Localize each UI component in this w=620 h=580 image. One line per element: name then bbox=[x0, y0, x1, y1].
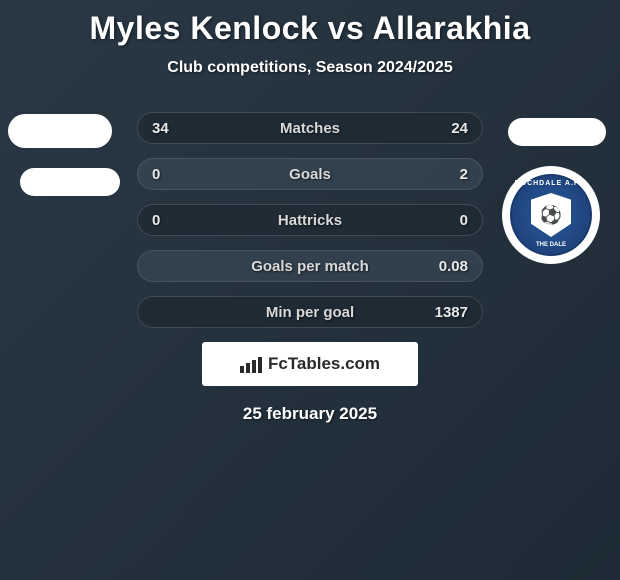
subtitle: Club competitions, Season 2024/2025 bbox=[0, 59, 620, 77]
club-crest-icon: ⚽ bbox=[531, 193, 571, 237]
stats-table: 34 Matches 24 0 Goals 2 0 Hattricks 0 Go… bbox=[137, 112, 483, 328]
date-text: 25 february 2025 bbox=[0, 404, 620, 424]
stat-value-left: 0 bbox=[152, 212, 212, 229]
watermark-text: FcTables.com bbox=[268, 354, 380, 374]
stat-label: Matches bbox=[212, 120, 408, 137]
stat-value-right: 0.08 bbox=[408, 258, 468, 275]
club-badge: ROCHDALE A.F.C ⚽ THE DALE bbox=[502, 166, 600, 264]
watermark: FcTables.com bbox=[202, 342, 418, 386]
stat-row: 34 Matches 24 bbox=[137, 112, 483, 144]
club-badge-inner: ROCHDALE A.F.C ⚽ THE DALE bbox=[510, 174, 592, 256]
stat-row: 0 Goals 2 bbox=[137, 158, 483, 190]
club-name-text: ROCHDALE A.F.C bbox=[515, 180, 588, 187]
stat-label: Goals per match bbox=[212, 258, 408, 275]
stat-row: Min per goal 1387 bbox=[137, 296, 483, 328]
club-motto-text: THE DALE bbox=[536, 242, 566, 248]
stat-label: Hattricks bbox=[212, 212, 408, 229]
comparison-area: ROCHDALE A.F.C ⚽ THE DALE 34 Matches 24 … bbox=[0, 112, 620, 424]
watermark-chart-icon bbox=[240, 355, 262, 373]
player-badge-right bbox=[508, 118, 606, 146]
stat-value-right: 1387 bbox=[408, 304, 468, 321]
stat-value-right: 24 bbox=[408, 120, 468, 137]
stat-row: 0 Hattricks 0 bbox=[137, 204, 483, 236]
stat-row: Goals per match 0.08 bbox=[137, 250, 483, 282]
player-badge-left-2 bbox=[20, 168, 120, 196]
stat-label: Goals bbox=[212, 166, 408, 183]
stat-label: Min per goal bbox=[212, 304, 408, 321]
comparison-infographic: Myles Kenlock vs Allarakhia Club competi… bbox=[0, 0, 620, 434]
stat-value-left: 0 bbox=[152, 166, 212, 183]
stat-value-right: 2 bbox=[408, 166, 468, 183]
stat-value-right: 0 bbox=[408, 212, 468, 229]
page-title: Myles Kenlock vs Allarakhia bbox=[0, 10, 620, 47]
player-badge-left-1 bbox=[8, 114, 112, 148]
stat-value-left: 34 bbox=[152, 120, 212, 137]
